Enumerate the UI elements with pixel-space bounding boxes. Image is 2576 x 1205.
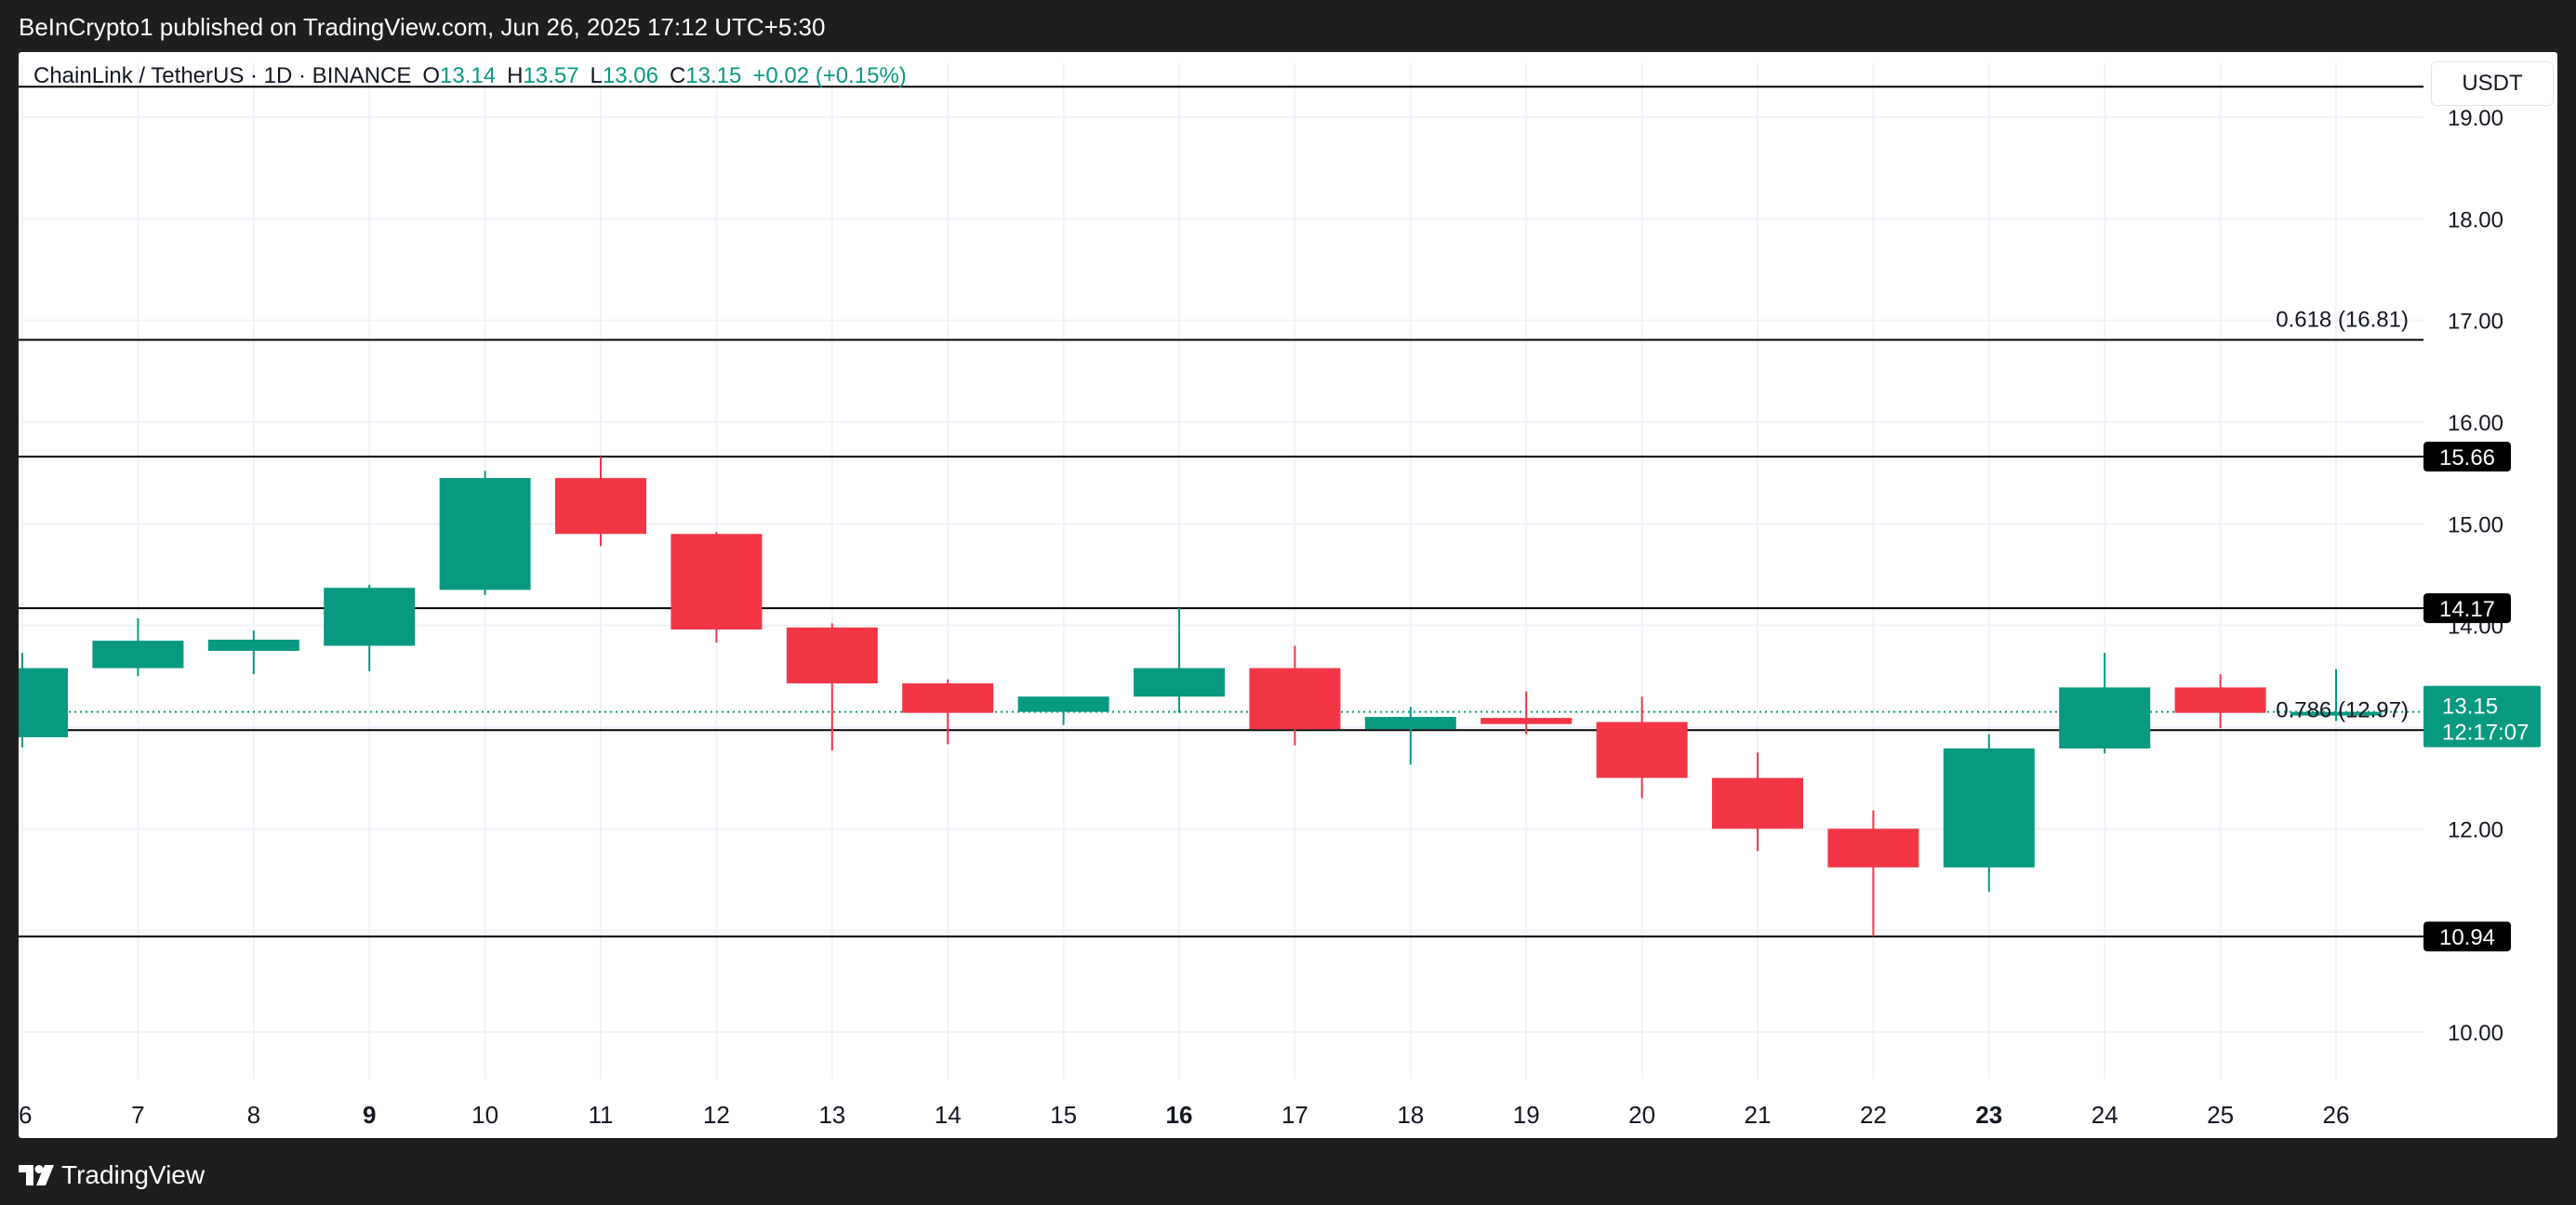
low-label: L [590,63,603,88]
symbol-legend: ChainLink / TetherUS · 1D · BINANCE O13.1… [33,63,907,89]
open-value: 13.14 [440,63,497,88]
open-label: O [422,63,441,88]
symbol-name: ChainLink / TetherUS · 1D · BINANCE [33,63,412,88]
close-value: 13.15 [685,63,742,88]
chart-area[interactable] [19,52,2557,1138]
currency-selector[interactable]: USDT [2431,61,2554,106]
change-value: +0.02 (+0.15%) [752,63,907,88]
tradingview-brand: TradingView [61,1160,206,1189]
publisher-text: BeInCrypto1 published on TradingView.com… [19,13,826,41]
low-value: 13.06 [602,63,658,88]
high-label: H [507,63,524,88]
top-bar: BeInCrypto1 published on TradingView.com… [0,0,2576,58]
high-value: 13.57 [523,63,579,88]
tradingview-logo-icon [19,1165,54,1185]
currency-label: USDT [2462,71,2523,96]
bottom-bar [0,1138,2576,1205]
close-label: C [669,63,686,88]
tradingview-logo[interactable]: TradingView [19,1160,205,1190]
